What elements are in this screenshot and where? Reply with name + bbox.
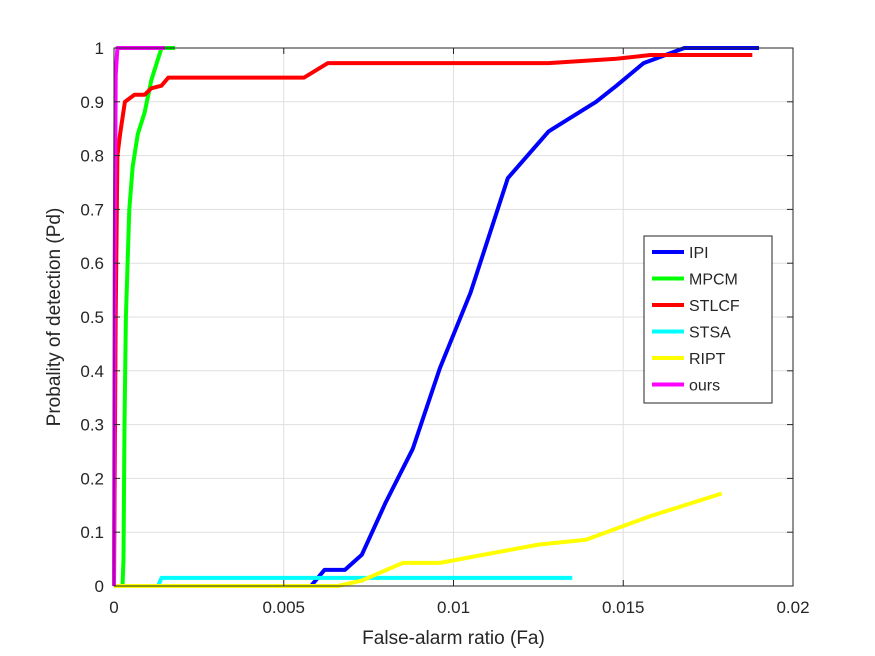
y-tick-labels: 0 0.1 0.2 0.3 0.4 0.5 0.6 0.7 0.8 0.9 1 xyxy=(80,39,104,596)
x-tick-label: 0.015 xyxy=(602,598,645,617)
x-axis-label: False-alarm ratio (Fa) xyxy=(362,628,545,649)
legend-label-stlcf: STLCF xyxy=(689,298,740,315)
y-tick-label: 0 xyxy=(95,577,104,596)
axis-ticks xyxy=(113,47,794,587)
legend-label-mpcm: MPCM xyxy=(689,272,738,289)
series-line-stlcf xyxy=(112,53,753,587)
legend-label-ours: ours xyxy=(689,378,720,395)
x-tick-label: 0.01 xyxy=(437,598,470,617)
y-tick-label: 0.5 xyxy=(80,308,104,327)
legend-box xyxy=(643,235,773,404)
y-tick-label: 0.8 xyxy=(80,147,104,166)
series-line-ipi xyxy=(114,46,759,588)
series-line-mpcm xyxy=(114,46,176,588)
y-tick-label: 0.2 xyxy=(80,469,104,488)
y-tick-label: 0.7 xyxy=(80,200,104,219)
x-tick-labels: 0 0.005 0.01 0.015 0.02 xyxy=(109,598,809,617)
legend-label-ript: RIPT xyxy=(689,351,726,368)
legend-label-stsa: STSA xyxy=(689,325,731,342)
x-tick-label: 0.005 xyxy=(262,598,305,617)
y-axis-label: Probality of detection (Pd) xyxy=(44,208,65,427)
series-line-ript xyxy=(114,491,723,588)
legend: IPI MPCM STLCF STSA RIPT ours xyxy=(643,235,773,404)
legend-label-ipi: IPI xyxy=(689,245,709,262)
y-tick-label: 1 xyxy=(95,39,104,58)
y-tick-label: 0.4 xyxy=(80,362,104,381)
x-tick-label: 0.02 xyxy=(776,598,809,617)
y-tick-label: 0.6 xyxy=(80,254,104,273)
y-tick-label: 0.9 xyxy=(80,93,104,112)
y-tick-label: 0.1 xyxy=(80,523,104,542)
y-tick-label: 0.3 xyxy=(80,416,104,435)
x-tick-label: 0 xyxy=(109,598,118,617)
